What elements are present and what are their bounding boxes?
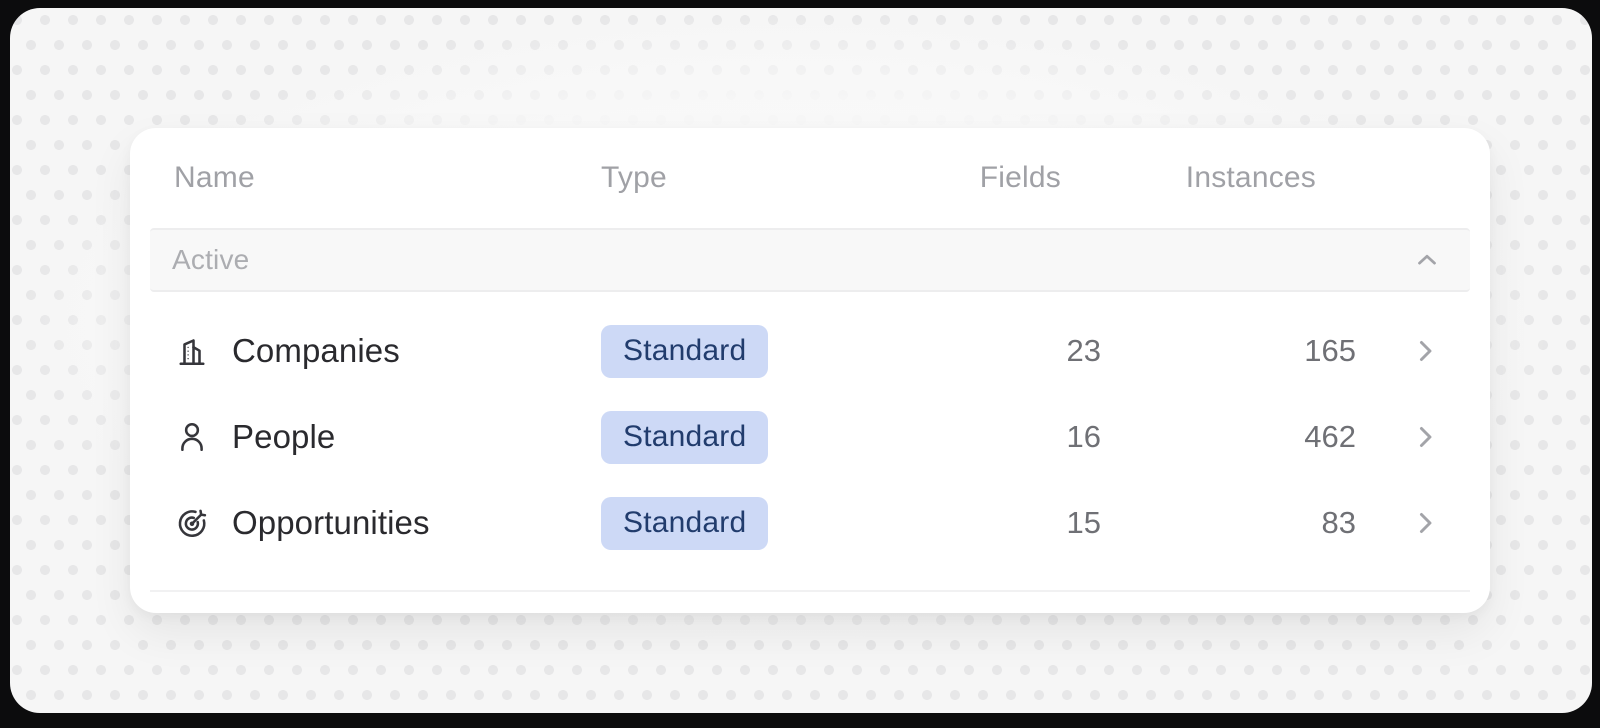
card-bottom-divider (150, 590, 1470, 592)
fields-count: 16 (1066, 419, 1101, 454)
table-header-row: Name Type Fields Instances (130, 128, 1490, 228)
table-rows: Companies Standard 23 165 (130, 308, 1490, 566)
chevron-up-icon[interactable] (1412, 245, 1442, 275)
person-icon (174, 419, 210, 455)
row-name: Companies (232, 332, 400, 369)
table-row-people[interactable]: People Standard 16 462 (130, 394, 1490, 480)
name-cell: Companies (174, 332, 601, 370)
target-icon (174, 505, 210, 541)
instances-count: 83 (1321, 505, 1356, 540)
name-cell: People (174, 418, 601, 456)
fields-count: 23 (1066, 333, 1101, 368)
fields-count: 15 (1066, 505, 1101, 540)
name-cell: Opportunities (174, 504, 601, 542)
type-badge: Standard (601, 410, 769, 464)
group-label: Active (172, 244, 250, 275)
column-header-type: Type (601, 161, 667, 194)
chevron-right-icon[interactable] (1356, 420, 1446, 454)
column-header-instances: Instances (1185, 161, 1316, 194)
column-header-fields: Fields (979, 161, 1061, 194)
dotted-backdrop: Name Type Fields Instances Active (10, 8, 1592, 713)
table-row-companies[interactable]: Companies Standard 23 165 (130, 308, 1490, 394)
row-name: People (232, 418, 336, 455)
chevron-right-icon[interactable] (1356, 334, 1446, 368)
type-badge: Standard (601, 324, 769, 378)
instances-count: 462 (1304, 419, 1356, 454)
type-cell: Standard (601, 324, 951, 378)
type-badge: Standard (601, 496, 769, 550)
building-icon (174, 333, 210, 369)
objects-table-card: Name Type Fields Instances Active (130, 128, 1490, 613)
row-name: Opportunities (232, 504, 430, 541)
type-cell: Standard (601, 410, 951, 464)
column-header-name: Name (174, 161, 255, 194)
chevron-right-icon[interactable] (1356, 506, 1446, 540)
table-row-opportunities[interactable]: Opportunities Standard 15 83 (130, 480, 1490, 566)
type-cell: Standard (601, 496, 951, 550)
group-header-active[interactable]: Active (150, 228, 1470, 292)
instances-count: 165 (1304, 333, 1356, 368)
